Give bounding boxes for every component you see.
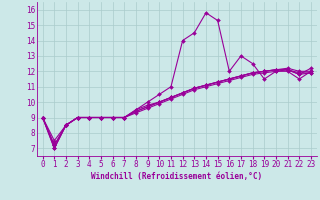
- X-axis label: Windchill (Refroidissement éolien,°C): Windchill (Refroidissement éolien,°C): [91, 172, 262, 181]
